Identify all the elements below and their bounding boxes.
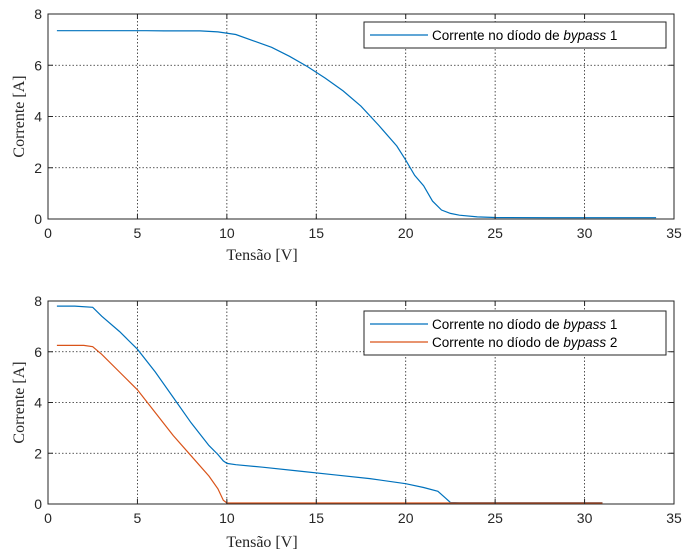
x-tick-label: 5: [134, 510, 142, 526]
x-tick-label: 30: [577, 225, 593, 241]
x-tick-label: 20: [398, 225, 414, 241]
y-axis-label: Corrente [A]: [11, 75, 28, 157]
legend: Corrente no díodo de bypass 1 Corrente no…: [363, 310, 667, 356]
y-tick-label: 4: [34, 395, 42, 411]
y-tick-label: 4: [34, 109, 42, 125]
x-axis-label: Tensão [V]: [226, 534, 297, 551]
legend-box: [363, 310, 667, 356]
y-tick-label: 2: [34, 445, 42, 461]
x-tick-label: 0: [44, 510, 52, 526]
x-tick-label: 20: [398, 510, 414, 526]
series-line-1: [56, 305, 603, 504]
y-tick-label: 8: [34, 293, 42, 309]
legend-entry-1: Corrente no díodo de bypass 1: [432, 28, 617, 43]
x-tick-label: 15: [308, 225, 324, 241]
x-tick-label: 0: [44, 225, 52, 241]
y-tick-label: 6: [34, 57, 42, 73]
chart-1: 0 5 10 15 20 25 30 35 0 2 4 6 8 Tensão [V] Corrente [A…: [11, 6, 682, 264]
x-axis-label: Tensão [V]: [226, 247, 297, 264]
series-line-2: [56, 344, 603, 504]
chart-2: 0 5 10 15 20 25 30 35 0 2 4 6 8 Tensão [V] Corrente [A…: [11, 293, 682, 551]
y-tick-label: 0: [34, 211, 42, 227]
y-tick-label: 0: [34, 496, 42, 512]
x-tick-label: 15: [308, 510, 324, 526]
x-tick-label: 35: [666, 225, 682, 241]
legend-entry-1: Corrente no díodo de bypass 1: [432, 317, 617, 332]
x-tick-label: 25: [487, 225, 503, 241]
x-tick-label: 35: [666, 510, 682, 526]
legend-box: [363, 21, 667, 49]
x-tick-label: 10: [219, 225, 235, 241]
series-line-1: [56, 30, 657, 219]
y-tick-label: 8: [34, 6, 42, 22]
y-tick-label: 2: [34, 160, 42, 176]
x-tick-label: 5: [134, 225, 142, 241]
x-tick-label: 25: [487, 510, 503, 526]
legend: Corrente no díodo de bypass 1: [363, 21, 667, 49]
x-tick-label: 10: [219, 510, 235, 526]
y-axis-label: Corrente [A]: [11, 361, 28, 443]
x-tick-label: 30: [577, 510, 593, 526]
legend-entry-2: Corrente no díodo de bypass 2: [432, 335, 617, 350]
y-tick-label: 6: [34, 344, 42, 360]
